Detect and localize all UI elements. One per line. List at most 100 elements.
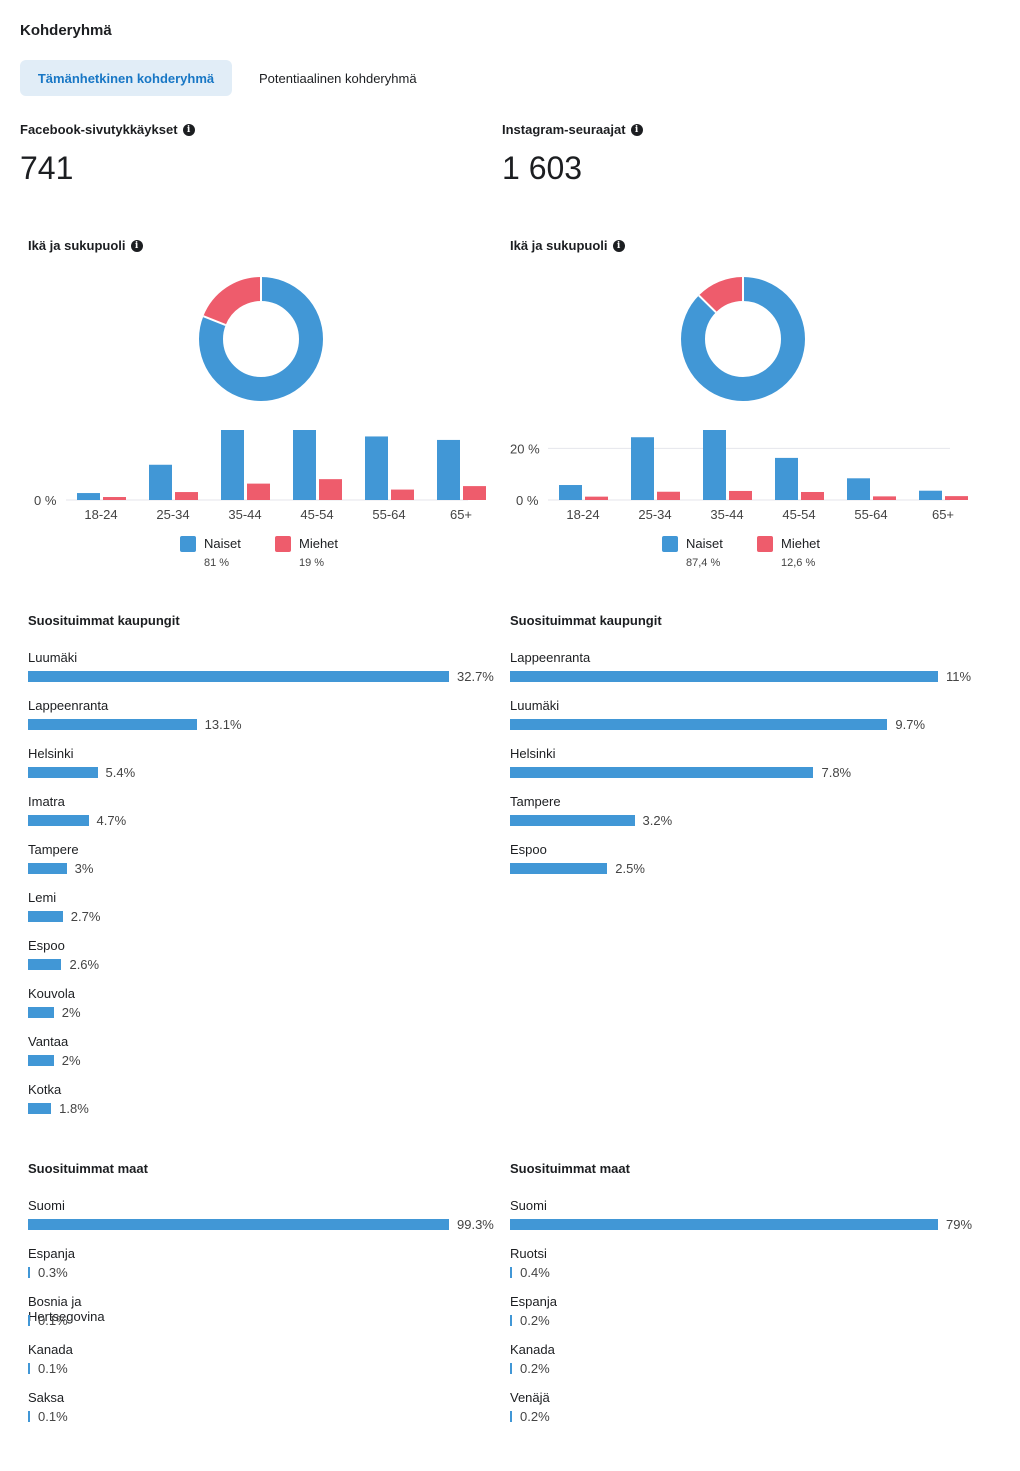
country-bar[interactable]: [510, 1411, 512, 1422]
bar-women-18-24[interactable]: [559, 485, 582, 500]
country-bar[interactable]: [28, 1219, 449, 1230]
bar-men-65+[interactable]: [945, 496, 968, 500]
bar-women-25-34[interactable]: [631, 437, 654, 500]
country-bar[interactable]: [28, 1267, 30, 1278]
city-name: Kouvola: [28, 986, 75, 1001]
bar-women-65+[interactable]: [919, 490, 942, 500]
instagram-age-bar-chart: 20 % 0 % 18-24 25-34 35-44 45-54 55-64 65+: [510, 430, 968, 522]
bar-women-45-54[interactable]: [293, 430, 316, 500]
bar-men-45-54[interactable]: [319, 479, 342, 500]
country-bar-row: 0.1%: [28, 1409, 68, 1424]
city-bar[interactable]: [510, 671, 938, 682]
country-bar-row: 0.4%: [510, 1265, 550, 1280]
legend-pct: 81 %: [204, 557, 230, 569]
country-name: Suomi: [510, 1198, 547, 1213]
country-bar[interactable]: [28, 1363, 30, 1374]
bar-men-45-54[interactable]: [801, 491, 824, 500]
city-bar[interactable]: [28, 1103, 52, 1114]
city-bar-row: 2.7%: [28, 909, 101, 924]
legend-item-women[interactable]: Naiset 81 %: [180, 536, 275, 576]
bar-women-35-44[interactable]: [221, 430, 244, 500]
city-name: Kotka: [28, 1082, 62, 1097]
y-tick-label: 20 %: [510, 441, 540, 456]
bar-men-18-24[interactable]: [585, 496, 608, 500]
bar-men-55-64[interactable]: [873, 496, 896, 500]
country-bar[interactable]: [510, 1315, 512, 1326]
tab-potential-audience[interactable]: Potentiaalinen kohderyhmä: [259, 70, 417, 86]
facebook-age-gender-title: Ikä ja sukupuoli i: [28, 238, 143, 253]
x-tick-label: 65+: [450, 507, 472, 522]
info-icon[interactable]: i: [612, 239, 625, 252]
city-name: Tampere: [28, 842, 79, 857]
city-bar[interactable]: [28, 1007, 54, 1018]
bar-women-55-64[interactable]: [847, 478, 870, 500]
legend-pct: 12,6 %: [781, 557, 816, 569]
bar-women-25-34[interactable]: [149, 464, 172, 500]
info-icon[interactable]: i: [182, 123, 195, 136]
legend-item-men[interactable]: Miehet 12,6 %: [757, 536, 852, 576]
bar-women-55-64[interactable]: [365, 436, 388, 500]
country-name: Kanada: [28, 1342, 73, 1357]
instagram-age-gender-title: Ikä ja sukupuoli i: [510, 238, 625, 253]
country-bar[interactable]: [510, 1363, 512, 1374]
country-bar-row: 99.3%: [28, 1217, 494, 1232]
x-tick-label: 18-24: [566, 507, 599, 522]
city-bar[interactable]: [28, 863, 67, 874]
facebook-gender-donut: [199, 277, 323, 401]
bar-men-35-44[interactable]: [729, 490, 752, 500]
city-bar[interactable]: [510, 815, 635, 826]
women-swatch: [180, 536, 196, 552]
city-value: 5.4%: [105, 765, 136, 780]
x-tick-label: 55-64: [372, 507, 405, 522]
bar-women-35-44[interactable]: [703, 430, 726, 500]
country-value: 0.2%: [520, 1313, 550, 1328]
facebook-cities-title: Suosituimmat kaupungit: [28, 613, 180, 628]
country-bar[interactable]: [28, 1315, 30, 1326]
instagram-cities-title: Suosituimmat kaupungit: [510, 613, 662, 628]
facebook-likes-label: Facebook-sivutykkäykset i: [20, 122, 195, 137]
city-bar[interactable]: [28, 671, 449, 682]
bar-men-18-24[interactable]: [103, 497, 126, 500]
country-bar[interactable]: [28, 1411, 30, 1422]
city-bar[interactable]: [510, 767, 814, 778]
country-bar[interactable]: [510, 1267, 513, 1278]
legend-item-men[interactable]: Miehet 19 %: [275, 536, 370, 576]
bar-women-45-54[interactable]: [775, 457, 798, 500]
y-tick-label: 0 %: [34, 493, 57, 508]
info-icon[interactable]: i: [130, 239, 143, 252]
country-name: Saksa: [28, 1390, 65, 1405]
bar-women-18-24[interactable]: [77, 493, 100, 500]
city-bar[interactable]: [510, 719, 888, 730]
x-tick-label: 45-54: [300, 507, 333, 522]
city-bar[interactable]: [28, 767, 98, 778]
bar-men-25-34[interactable]: [175, 492, 198, 500]
city-bar[interactable]: [510, 863, 608, 874]
instagram-gender-legend: Naiset 87,4 % Miehet 12,6 %: [662, 536, 852, 576]
country-name: Ruotsi: [510, 1246, 547, 1261]
city-bar[interactable]: [28, 911, 63, 922]
city-bar[interactable]: [28, 815, 89, 826]
legend-item-women[interactable]: Naiset 87,4 %: [662, 536, 757, 576]
bar-men-55-64[interactable]: [391, 489, 414, 500]
instagram-followers-label-text: Instagram-seuraajat: [502, 122, 626, 137]
city-value: 13.1%: [204, 717, 242, 732]
legend-name: Miehet: [299, 536, 339, 551]
city-bar-row: 13.1%: [28, 717, 242, 732]
city-value: 4.7%: [96, 813, 127, 828]
bar-men-35-44[interactable]: [247, 483, 270, 500]
bar-men-65+[interactable]: [463, 486, 486, 500]
city-bar[interactable]: [28, 1055, 54, 1066]
tab-current-audience[interactable]: Tämänhetkinen kohderyhmä: [20, 60, 232, 96]
bar-men-25-34[interactable]: [657, 491, 680, 500]
city-value: 2.7%: [70, 909, 101, 924]
women-swatch: [662, 536, 678, 552]
city-name: Lemi: [28, 890, 57, 905]
city-value: 2%: [61, 1005, 81, 1020]
bar-women-65+[interactable]: [437, 439, 460, 500]
info-icon[interactable]: i: [630, 123, 643, 136]
city-bar[interactable]: [28, 719, 197, 730]
instagram-age-gender-title-text: Ikä ja sukupuoli: [510, 238, 608, 253]
city-bar[interactable]: [28, 959, 62, 970]
country-bar[interactable]: [510, 1219, 938, 1230]
country-bar-row: 79%: [510, 1217, 972, 1232]
